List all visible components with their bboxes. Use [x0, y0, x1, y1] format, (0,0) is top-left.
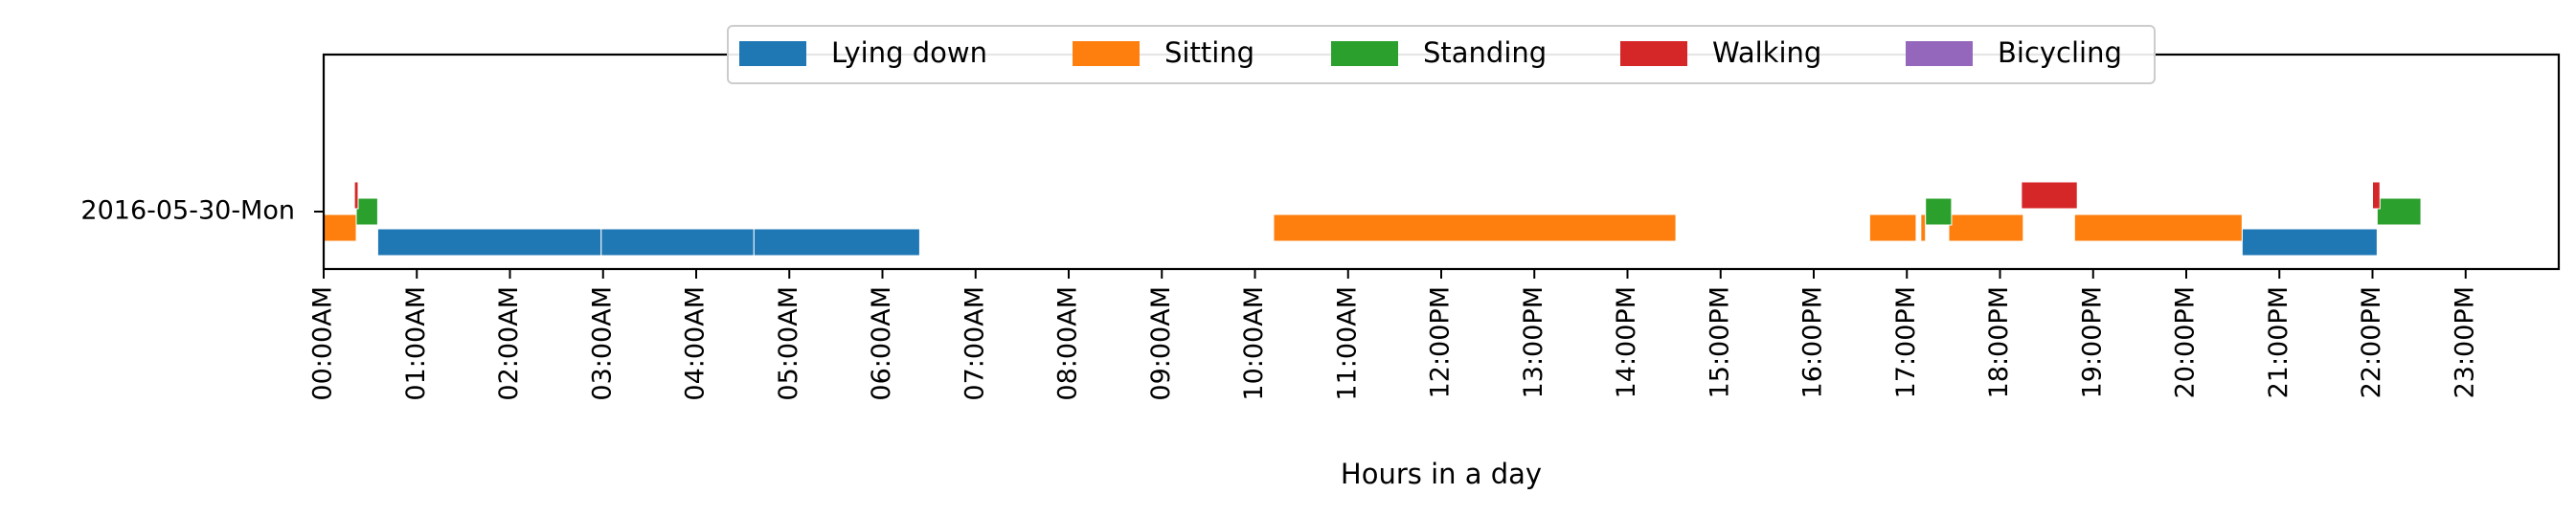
- legend-label-bicycling: Bicycling: [1998, 36, 2122, 69]
- x-tick-label-2: 02:00AM: [494, 286, 524, 401]
- x-tick-label-15: 15:00PM: [1705, 286, 1734, 398]
- bar-standing-2: [2376, 197, 2422, 226]
- bar-walking-0: [353, 181, 359, 210]
- bar-sitting-2: [1868, 214, 1917, 242]
- x-tick-label-17: 17:00PM: [1891, 286, 1921, 398]
- x-tick-label-19: 19:00PM: [2077, 286, 2107, 398]
- x-tick-label-23: 23:00PM: [2450, 286, 2479, 398]
- legend-swatch-walking: [1620, 41, 1687, 66]
- x-tick-label-6: 06:00AM: [867, 286, 896, 401]
- bar-lying-down-2: [753, 228, 920, 257]
- legend-swatch-sitting: [1073, 41, 1140, 66]
- legend-label-lying-down: Lying down: [831, 36, 987, 69]
- x-tick-label-10: 10:00AM: [1239, 286, 1269, 401]
- legend: Lying down Sitting Standing Walking Bicyclin…: [727, 25, 2156, 84]
- bar-sitting-3: [1920, 214, 1927, 242]
- x-tick-label-20: 20:00PM: [2171, 286, 2201, 398]
- x-axis-label: Hours in a day: [1341, 458, 1542, 490]
- x-tick-label-13: 13:00PM: [1519, 286, 1548, 398]
- x-tick-label-14: 14:00PM: [1612, 286, 1641, 398]
- legend-label-standing: Standing: [1423, 36, 1547, 69]
- x-tick-label-3: 03:00AM: [587, 286, 617, 401]
- x-tick-label-18: 18:00PM: [1984, 286, 2014, 398]
- y-tick-label-0: 2016-05-30-Mon: [80, 196, 295, 226]
- bar-sitting-5: [2073, 214, 2243, 242]
- x-tick-label-16: 16:00PM: [1798, 286, 1828, 398]
- bars-layer: [323, 181, 2422, 257]
- legend-swatch-bicycling: [1906, 41, 1973, 66]
- x-tick-label-22: 22:00PM: [2357, 286, 2386, 398]
- x-tick-label-11: 11:00AM: [1332, 286, 1362, 401]
- x-tick-label-5: 05:00AM: [774, 286, 803, 401]
- x-tick-label-8: 08:00AM: [1053, 286, 1083, 401]
- legend-swatch-standing: [1331, 41, 1398, 66]
- bar-walking-1: [2021, 181, 2078, 210]
- legend-box: [727, 25, 2156, 84]
- x-tick-label-9: 09:00AM: [1146, 286, 1176, 401]
- x-tick-label-12: 12:00PM: [1426, 286, 1456, 398]
- legend-label-sitting: Sitting: [1164, 36, 1254, 69]
- x-axis-ticks: 00:00AM 01:00AM 02:00AM 03:00AM 04:00AM 05:00…: [308, 269, 2479, 401]
- bar-lying-down-3: [2241, 228, 2378, 257]
- y-axis-ticks: 2016-05-30-Mon: [80, 196, 324, 226]
- x-tick-label-0: 00:00AM: [308, 286, 338, 401]
- x-tick-label-21: 21:00PM: [2264, 286, 2294, 398]
- legend-swatch-lying-down: [739, 41, 806, 66]
- bar-sitting-4: [1948, 214, 2024, 242]
- bar-lying-down-0: [376, 228, 602, 257]
- bar-lying-down-1: [600, 228, 755, 257]
- x-tick-label-4: 04:00AM: [681, 286, 711, 401]
- x-tick-label-7: 07:00AM: [960, 286, 989, 401]
- bar-sitting-0: [323, 214, 357, 242]
- bar-standing-0: [355, 197, 378, 226]
- legend-label-walking: Walking: [1712, 36, 1821, 69]
- bar-sitting-1: [1273, 214, 1677, 242]
- bar-walking-2: [2372, 181, 2381, 210]
- x-tick-label-1: 01:00AM: [401, 286, 431, 401]
- bar-standing-1: [1925, 197, 1953, 226]
